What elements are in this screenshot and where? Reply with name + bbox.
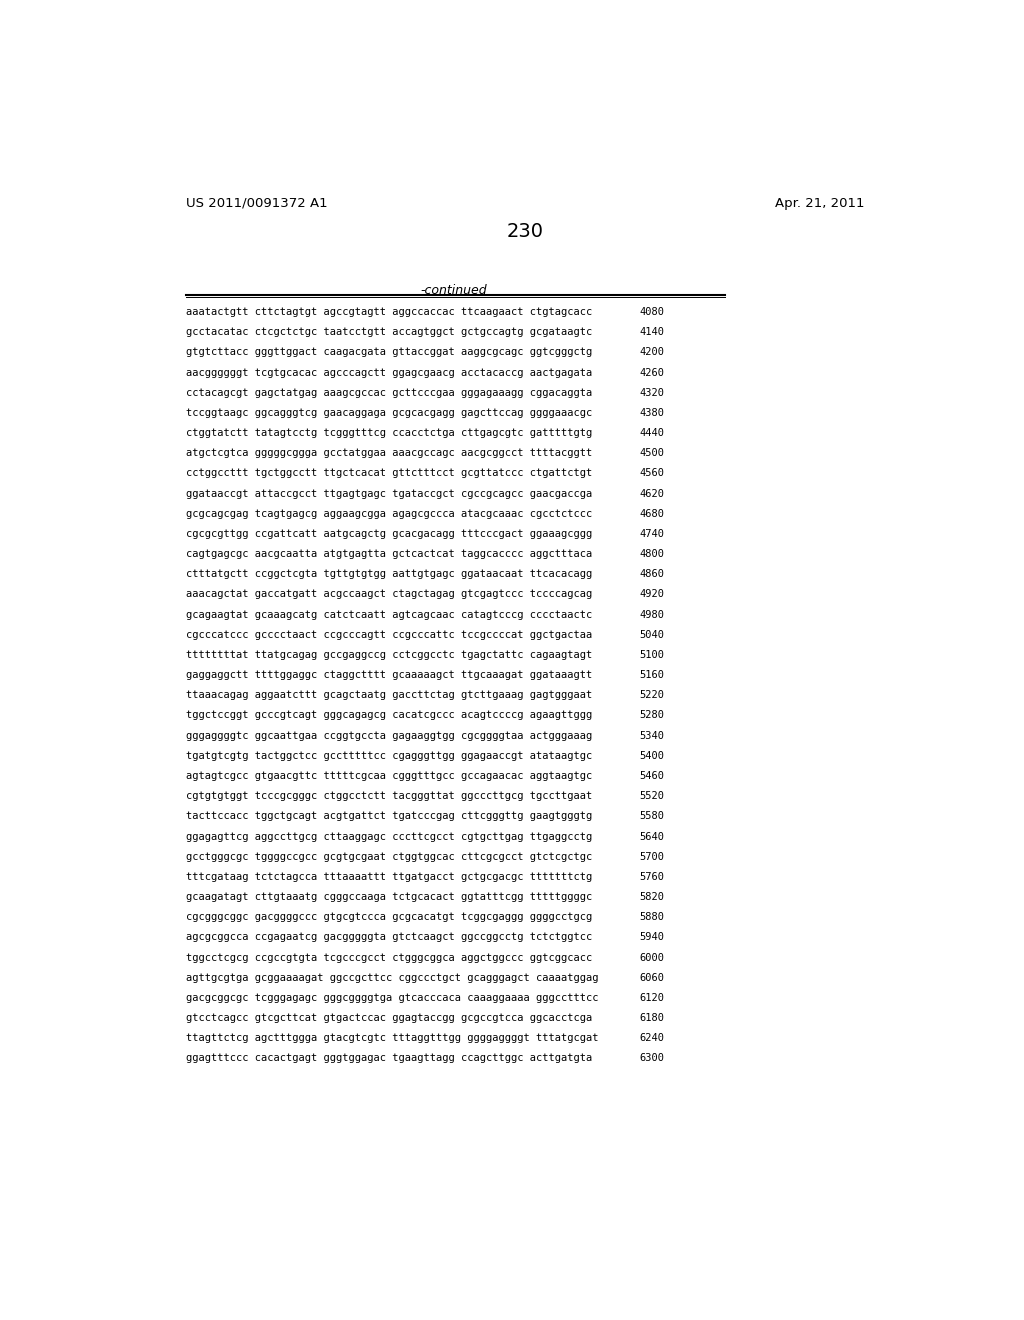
Text: 4080: 4080 [640,308,665,317]
Text: 6060: 6060 [640,973,665,983]
Text: 6240: 6240 [640,1034,665,1043]
Text: 4140: 4140 [640,327,665,337]
Text: gaggaggctt ttttggaggc ctaggctttt gcaaaaagct ttgcaaagat ggataaagtt: gaggaggctt ttttggaggc ctaggctttt gcaaaaa… [186,671,592,680]
Text: 4620: 4620 [640,488,665,499]
Text: 5160: 5160 [640,671,665,680]
Text: 5460: 5460 [640,771,665,781]
Text: gcaagatagt cttgtaaatg cgggccaaga tctgcacact ggtatttcgg tttttggggc: gcaagatagt cttgtaaatg cgggccaaga tctgcac… [186,892,592,902]
Text: cgcgggcggc gacggggccc gtgcgtccca gcgcacatgt tcggcgaggg ggggcctgcg: cgcgggcggc gacggggccc gtgcgtccca gcgcaca… [186,912,592,923]
Text: 5580: 5580 [640,812,665,821]
Text: 4860: 4860 [640,569,665,579]
Text: cgcgcgttgg ccgattcatt aatgcagctg gcacgacagg tttcccgact ggaaagcggg: cgcgcgttgg ccgattcatt aatgcagctg gcacgac… [186,529,592,539]
Text: 6300: 6300 [640,1053,665,1064]
Text: gcagaagtat gcaaagcatg catctcaatt agtcagcaac catagtcccg cccctaactc: gcagaagtat gcaaagcatg catctcaatt agtcagc… [186,610,592,619]
Text: tacttccacc tggctgcagt acgtgattct tgatcccgag cttcgggttg gaagtgggtg: tacttccacc tggctgcagt acgtgattct tgatccc… [186,812,592,821]
Text: 5760: 5760 [640,873,665,882]
Text: gcctacatac ctcgctctgc taatcctgtt accagtggct gctgccagtg gcgataagtc: gcctacatac ctcgctctgc taatcctgtt accagtg… [186,327,592,337]
Text: aaacagctat gaccatgatt acgccaagct ctagctagag gtcgagtccc tccccagcag: aaacagctat gaccatgatt acgccaagct ctagcta… [186,590,592,599]
Text: ggagagttcg aggccttgcg cttaaggagc cccttcgcct cgtgcttgag ttgaggcctg: ggagagttcg aggccttgcg cttaaggagc cccttcg… [186,832,592,842]
Text: tggctccggt gcccgtcagt gggcagagcg cacatcgccc acagtccccg agaagttggg: tggctccggt gcccgtcagt gggcagagcg cacatcg… [186,710,592,721]
Text: tccggtaagc ggcagggtcg gaacaggaga gcgcacgagg gagcttccag ggggaaacgc: tccggtaagc ggcagggtcg gaacaggaga gcgcacg… [186,408,592,418]
Text: agtagtcgcc gtgaacgttc tttttcgcaa cgggtttgcc gccagaacac aggtaagtgc: agtagtcgcc gtgaacgttc tttttcgcaa cgggttt… [186,771,592,781]
Text: cgtgtgtggt tcccgcgggc ctggcctctt tacgggttat ggcccttgcg tgccttgaat: cgtgtgtggt tcccgcgggc ctggcctctt tacgggt… [186,791,592,801]
Text: 6120: 6120 [640,993,665,1003]
Text: 4320: 4320 [640,388,665,397]
Text: 4440: 4440 [640,428,665,438]
Text: ggataaccgt attaccgcct ttgagtgagc tgataccgct cgccgcagcc gaacgaccga: ggataaccgt attaccgcct ttgagtgagc tgatacc… [186,488,592,499]
Text: 5520: 5520 [640,791,665,801]
Text: 5040: 5040 [640,630,665,640]
Text: 4260: 4260 [640,367,665,378]
Text: cctacagcgt gagctatgag aaagcgccac gcttcccgaa gggagaaagg cggacaggta: cctacagcgt gagctatgag aaagcgccac gcttccc… [186,388,592,397]
Text: 5700: 5700 [640,851,665,862]
Text: 6180: 6180 [640,1014,665,1023]
Text: tgatgtcgtg tactggctcc gcctttttcc cgagggttgg ggagaaccgt atataagtgc: tgatgtcgtg tactggctcc gcctttttcc cgagggt… [186,751,592,760]
Text: 5640: 5640 [640,832,665,842]
Text: 4920: 4920 [640,590,665,599]
Text: cctggccttt tgctggcctt ttgctcacat gttctttcct gcgttatccc ctgattctgt: cctggccttt tgctggcctt ttgctcacat gttcttt… [186,469,592,478]
Text: gcctgggcgc tggggccgcc gcgtgcgaat ctggtggcac cttcgcgcct gtctcgctgc: gcctgggcgc tggggccgcc gcgtgcgaat ctggtgg… [186,851,592,862]
Text: 5280: 5280 [640,710,665,721]
Text: gacgcggcgc tcgggagagc gggcggggtga gtcacccaca caaaggaaaa gggcctttcc: gacgcggcgc tcgggagagc gggcggggtga gtcacc… [186,993,599,1003]
Text: aacggggggt tcgtgcacac agcccagctt ggagcgaacg acctacaccg aactgagata: aacggggggt tcgtgcacac agcccagctt ggagcga… [186,367,592,378]
Text: 230: 230 [506,222,544,240]
Text: 4800: 4800 [640,549,665,560]
Text: cagtgagcgc aacgcaatta atgtgagtta gctcactcat taggcacccc aggctttaca: cagtgagcgc aacgcaatta atgtgagtta gctcact… [186,549,592,560]
Text: 4500: 4500 [640,449,665,458]
Text: -continued: -continued [420,284,486,297]
Text: US 2011/0091372 A1: US 2011/0091372 A1 [186,197,328,210]
Text: gggaggggtc ggcaattgaa ccggtgccta gagaaggtgg cgcggggtaa actgggaaag: gggaggggtc ggcaattgaa ccggtgccta gagaagg… [186,731,592,741]
Text: ttaaacagag aggaatcttt gcagctaatg gaccttctag gtcttgaaag gagtgggaat: ttaaacagag aggaatcttt gcagctaatg gaccttc… [186,690,592,701]
Text: 5100: 5100 [640,649,665,660]
Text: agttgcgtga gcggaaaagat ggccgcttcc cggccctgct gcagggagct caaaatggag: agttgcgtga gcggaaaagat ggccgcttcc cggccc… [186,973,599,983]
Text: 5220: 5220 [640,690,665,701]
Text: ctttatgctt ccggctcgta tgttgtgtgg aattgtgagc ggataacaat ttcacacagg: ctttatgctt ccggctcgta tgttgtgtgg aattgtg… [186,569,592,579]
Text: 5940: 5940 [640,932,665,942]
Text: tttcgataag tctctagcca tttaaaattt ttgatgacct gctgcgacgc tttttttctg: tttcgataag tctctagcca tttaaaattt ttgatga… [186,873,592,882]
Text: 4740: 4740 [640,529,665,539]
Text: 5820: 5820 [640,892,665,902]
Text: gtgtcttacc gggttggact caagacgata gttaccggat aaggcgcagc ggtcgggctg: gtgtcttacc gggttggact caagacgata gttaccg… [186,347,592,358]
Text: 4200: 4200 [640,347,665,358]
Text: ttttttttat ttatgcagag gccgaggccg cctcggcctc tgagctattc cagaagtagt: ttttttttat ttatgcagag gccgaggccg cctcggc… [186,649,592,660]
Text: 5400: 5400 [640,751,665,760]
Text: atgctcgtca gggggcggga gcctatggaa aaacgccagc aacgcggcct ttttacggtt: atgctcgtca gggggcggga gcctatggaa aaacgcc… [186,449,592,458]
Text: ttagttctcg agctttggga gtacgtcgtc tttaggtttgg ggggaggggt tttatgcgat: ttagttctcg agctttggga gtacgtcgtc tttaggt… [186,1034,599,1043]
Text: 5880: 5880 [640,912,665,923]
Text: 4680: 4680 [640,508,665,519]
Text: ctggtatctt tatagtcctg tcgggtttcg ccacctctga cttgagcgtc gatttttgtg: ctggtatctt tatagtcctg tcgggtttcg ccacctc… [186,428,592,438]
Text: gcgcagcgag tcagtgagcg aggaagcgga agagcgccca atacgcaaac cgcctctccc: gcgcagcgag tcagtgagcg aggaagcgga agagcgc… [186,508,592,519]
Text: Apr. 21, 2011: Apr. 21, 2011 [775,197,864,210]
Text: agcgcggcca ccgagaatcg gacgggggta gtctcaagct ggccggcctg tctctggtcc: agcgcggcca ccgagaatcg gacgggggta gtctcaa… [186,932,592,942]
Text: tggcctcgcg ccgccgtgta tcgcccgcct ctgggcggca aggctggccc ggtcggcacc: tggcctcgcg ccgccgtgta tcgcccgcct ctgggcg… [186,953,592,962]
Text: 5340: 5340 [640,731,665,741]
Text: 6000: 6000 [640,953,665,962]
Text: ggagtttccc cacactgagt gggtggagac tgaagttagg ccagcttggc acttgatgta: ggagtttccc cacactgagt gggtggagac tgaagtt… [186,1053,592,1064]
Text: 4380: 4380 [640,408,665,418]
Text: 4980: 4980 [640,610,665,619]
Text: 4560: 4560 [640,469,665,478]
Text: cgcccatccc gcccctaact ccgcccagtt ccgcccattc tccgccccat ggctgactaa: cgcccatccc gcccctaact ccgcccagtt ccgccca… [186,630,592,640]
Text: aaatactgtt cttctagtgt agccgtagtt aggccaccac ttcaagaact ctgtagcacc: aaatactgtt cttctagtgt agccgtagtt aggccac… [186,308,592,317]
Text: gtcctcagcc gtcgcttcat gtgactccac ggagtaccgg gcgccgtcca ggcacctcga: gtcctcagcc gtcgcttcat gtgactccac ggagtac… [186,1014,592,1023]
